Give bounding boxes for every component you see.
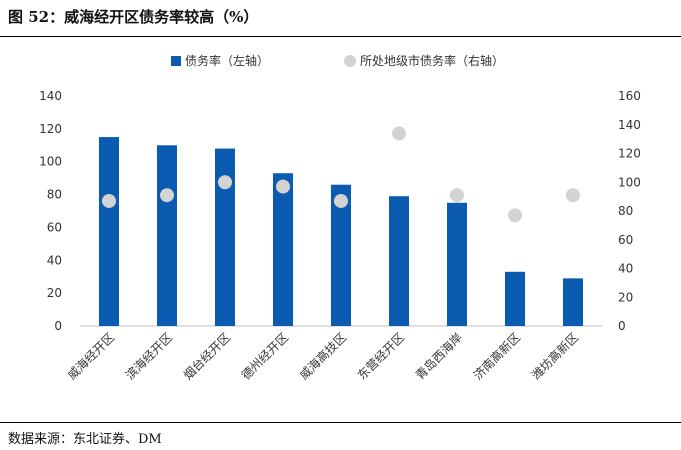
right-tick-label: 140: [618, 118, 641, 132]
dot: [334, 193, 348, 208]
legend-bar-label: 债务率（左轴）: [185, 53, 269, 68]
category-label: 威海经开区: [64, 330, 117, 383]
category-label: 东营经开区: [355, 330, 407, 382]
bar: [447, 202, 467, 326]
dot: [392, 126, 406, 141]
bar: [157, 145, 177, 326]
bar: [273, 173, 293, 326]
right-tick-label: 120: [618, 147, 641, 161]
left-tick-label: 100: [39, 155, 62, 169]
bar: [331, 184, 351, 326]
legend: 债务率（左轴） 所处地级市债务率（右轴）: [171, 53, 504, 68]
bar: [215, 148, 235, 326]
right-tick-label: 20: [618, 290, 633, 304]
category-label: 青岛西海岸: [412, 330, 465, 383]
bar: [99, 137, 119, 326]
category-label: 滨海经开区: [122, 330, 175, 383]
title-rule: [0, 36, 681, 37]
left-tick-label: 60: [47, 220, 62, 234]
right-tick-label: 0: [618, 319, 626, 333]
category-labels: 威海经开区 滨海经开区 烟台经开区 德州经开区 威海高技区 东营经开区 青岛西海岸 济南高新区…: [64, 330, 581, 383]
dot: [218, 175, 232, 190]
category-label: 潍坊高新区: [528, 330, 581, 383]
left-tick-label: 0: [54, 319, 62, 333]
dots: [102, 126, 580, 223]
legend-bar-swatch: [171, 56, 181, 66]
right-tick-label: 80: [618, 204, 633, 218]
category-label: 烟台经开区: [180, 330, 233, 383]
source-note: 数据来源：东北证券、DM: [8, 432, 162, 447]
right-tick-label: 100: [618, 175, 641, 189]
legend-dot-swatch: [344, 55, 356, 67]
bars: [99, 137, 583, 326]
category-label: 德州经开区: [238, 330, 291, 383]
source-rule: [0, 422, 681, 423]
right-tick-label: 40: [618, 262, 633, 276]
right-tick-label: 160: [618, 89, 641, 103]
left-tick-label: 120: [39, 122, 62, 136]
dot: [102, 193, 116, 208]
category-label: 济南高新区: [470, 330, 523, 383]
bar: [563, 278, 583, 326]
dot: [566, 188, 580, 203]
dot: [160, 188, 174, 203]
dot: [276, 179, 290, 194]
dot: [508, 208, 522, 223]
right-tick-label: 60: [618, 233, 633, 247]
dot: [450, 188, 464, 203]
category-label: 威海高技区: [296, 330, 349, 383]
left-tick-label: 40: [47, 253, 62, 267]
right-axis-ticks: 0 20 40 60 80 100 120 140 160: [618, 89, 641, 333]
bar: [389, 196, 409, 326]
left-tick-label: 20: [47, 286, 62, 300]
left-tick-label: 140: [39, 89, 62, 103]
left-tick-label: 80: [47, 188, 62, 202]
figure-title: 图 52：威海经开区债务率较高（%）: [8, 8, 259, 26]
bar: [505, 271, 525, 326]
legend-dot-label: 所处地级市债务率（右轴）: [360, 53, 504, 68]
left-axis-ticks: 0 20 40 60 80 100 120 140: [39, 89, 62, 333]
